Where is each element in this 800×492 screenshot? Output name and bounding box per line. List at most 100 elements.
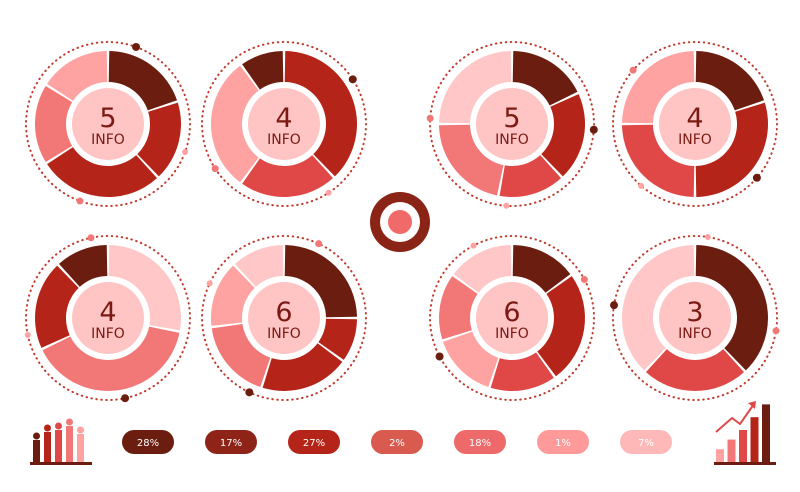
donut-segment [242,155,334,198]
donut-segment [695,102,768,197]
dotted-ring [429,41,595,207]
center-number: 5 [503,103,520,134]
percent-pill: 17% [205,430,257,454]
donut-segment [47,51,108,101]
donut-segment [108,245,181,331]
pill-shape [454,430,506,454]
percent-pill: 18% [454,430,506,454]
donut-segment [211,323,271,388]
percent-pills: 28% 17% 27% 2% 18% 1% 7% [122,430,672,454]
donut-segment [35,265,79,348]
ring-accent-dot [315,240,323,248]
center-number: 4 [275,103,292,134]
ring-accent-dot [503,202,510,209]
donut-segment [453,245,512,293]
ring-accent-dot [752,173,761,182]
bar [762,404,770,462]
pill-shape [620,430,672,454]
bar [750,417,759,462]
ring-accent-dot [772,327,780,335]
donut-segment [58,245,108,287]
donut-segment [645,349,745,392]
ring-accent-dot [629,66,637,74]
donut-segment [211,65,259,183]
donut-hub [476,282,548,354]
bar-ball [77,426,84,434]
dotted-ring [201,235,367,401]
ring-accent-dot [245,388,254,397]
donut-segment [622,124,695,197]
ring-accent-dot [182,149,189,156]
bar [44,432,51,462]
ring-accent-dot [589,125,598,134]
ring-accent-dot [121,394,130,403]
donut-hub [72,88,144,160]
dotted-ring [25,41,191,207]
center-label: INFO [678,326,712,342]
bar-ball [44,424,51,432]
center-number: 6 [275,297,292,328]
ring-accent-dot [704,234,711,241]
growth-chart-icon-right [714,401,776,465]
center-label: INFO [267,326,301,342]
donut-segment [512,51,578,106]
pill-shape [371,430,423,454]
donut-hub [659,282,731,354]
donut-hub [72,282,144,354]
donut-segment [318,318,357,360]
donut-segment [499,155,562,197]
pill-shape [122,430,174,454]
baseline [714,462,776,465]
donut-segment [695,51,765,111]
pill-label: 27% [303,438,325,449]
pill-label: 28% [137,438,159,449]
donut-segment [242,51,284,90]
donut-segment [211,265,255,326]
bar [77,434,84,462]
donut-segment [262,343,343,391]
donut-segment [284,51,358,177]
center-label: INFO [91,132,125,148]
center-number: 4 [686,103,703,134]
ring-accent-dot [580,276,588,284]
dotted-ring [612,235,778,401]
ring-accent-dot [211,165,219,173]
ring-accent-dot [206,280,213,287]
center-number: 3 [686,297,703,328]
bar [716,449,724,462]
donut-segment [442,331,499,388]
center-label: INFO [267,132,301,148]
ring-accent-dot [435,352,444,361]
bar-ball [33,432,40,440]
ring-accent-dot [610,301,619,310]
ring-accent-dot [638,182,645,189]
donut-segment [108,51,178,111]
center-label: INFO [495,132,529,148]
pill-label: 1% [555,438,571,449]
ring-accent-dot [426,114,434,122]
pill-shape [537,430,589,454]
donut-segment [439,276,478,340]
pill-shape [205,430,257,454]
donut-segment [537,276,585,377]
dotted-ring [612,41,778,207]
donut-segment [284,245,357,318]
bar-ball [66,418,73,426]
pill-label: 17% [220,438,242,449]
donut-segment [47,147,158,197]
percent-pill: 27% [288,430,340,454]
center-label: INFO [495,326,529,342]
dotted-ring [201,41,367,207]
dotted-ring [25,235,191,401]
donut-segment [621,245,695,371]
donut-segment [695,245,768,371]
donut-segment [439,51,512,124]
donut-hub [248,282,320,354]
